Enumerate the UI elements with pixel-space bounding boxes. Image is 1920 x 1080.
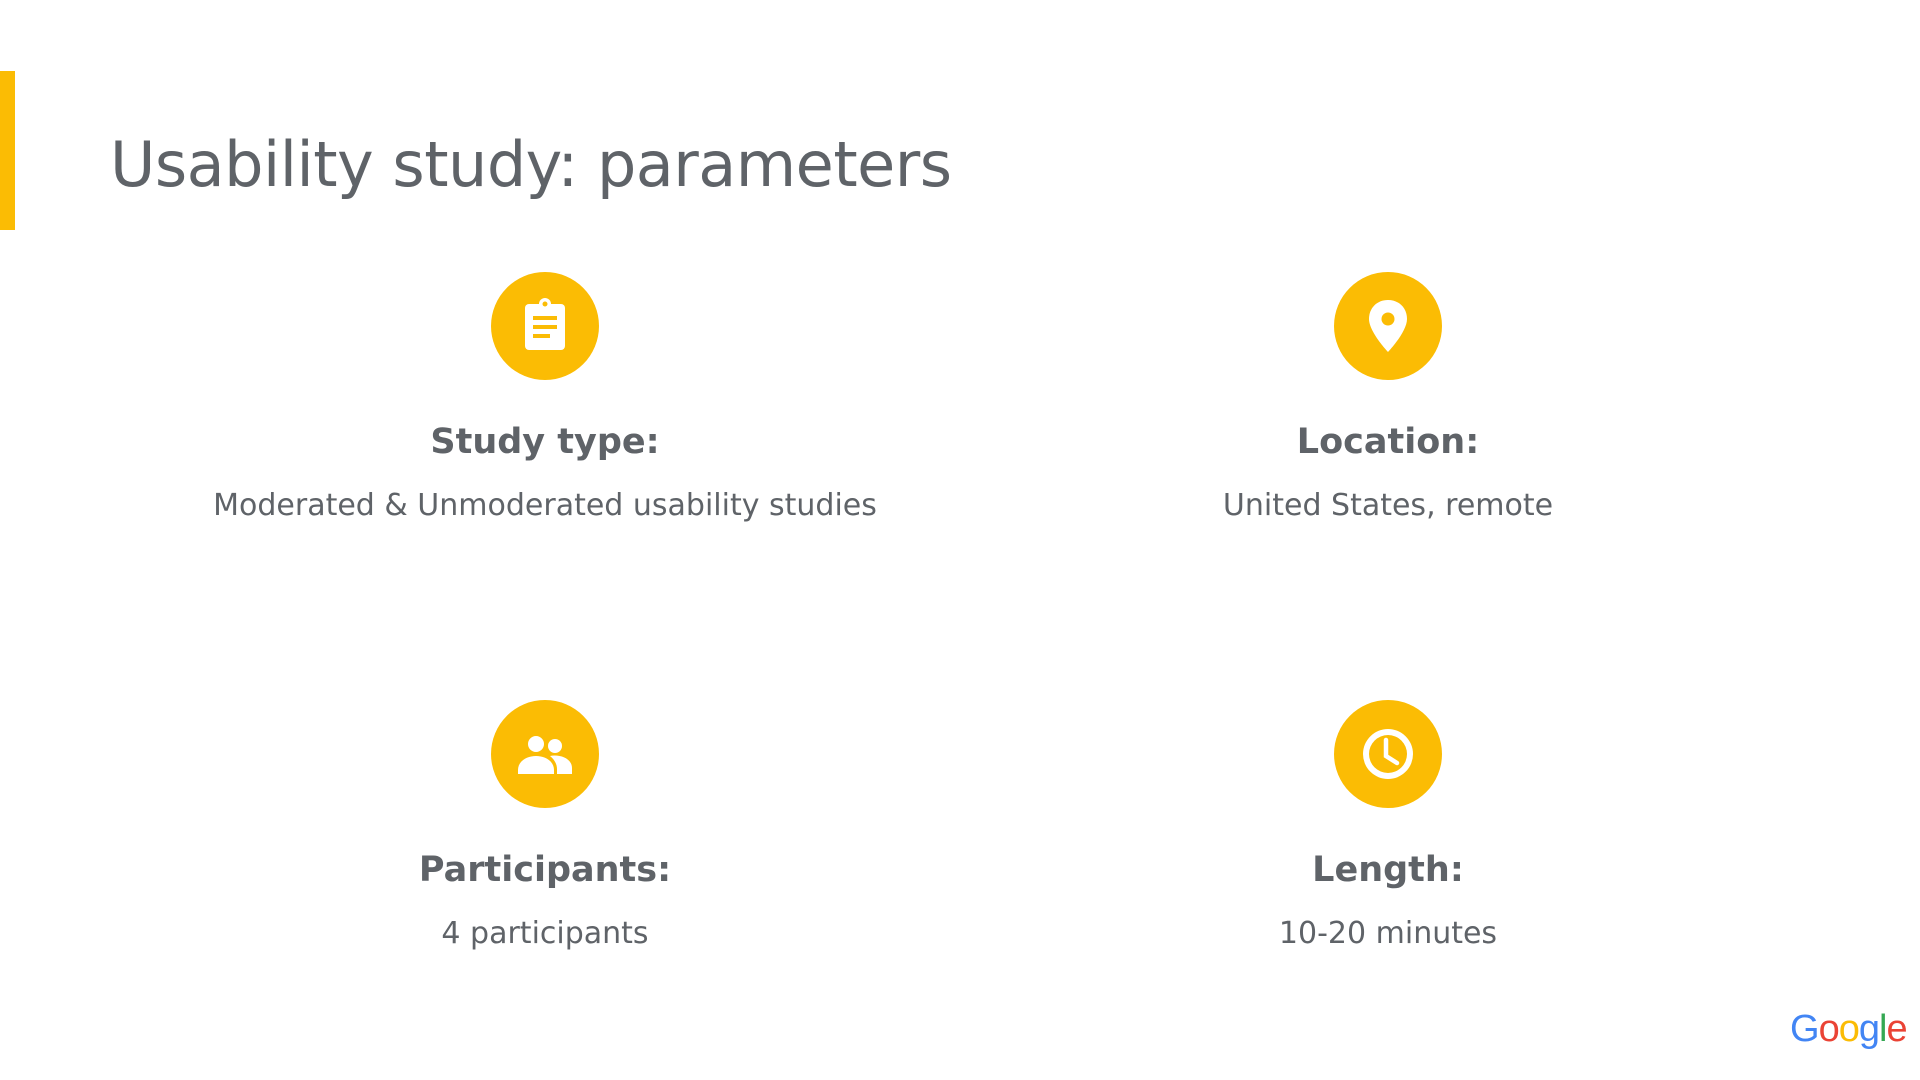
item-heading: Participants: <box>418 850 672 890</box>
people-icon <box>491 700 599 808</box>
length-item: Length: 10-20 minutes <box>988 700 1788 951</box>
logo-letter: o <box>1818 1008 1840 1050</box>
accent-bar <box>0 71 15 230</box>
item-description: 10-20 minutes <box>1278 916 1498 951</box>
logo-letter: l <box>1878 1008 1888 1050</box>
item-heading: Study type: <box>430 422 660 462</box>
logo-letter: G <box>1790 1008 1820 1050</box>
clock-icon <box>1334 700 1442 808</box>
location-item: Location: United States, remote <box>988 272 1788 523</box>
participants-item: Participants: 4 participants <box>145 700 945 951</box>
logo-letter: o <box>1838 1008 1860 1050</box>
slide-title: Usability study: parameters <box>110 128 952 201</box>
logo-letter: g <box>1858 1008 1880 1050</box>
item-description: 4 participants <box>441 916 649 951</box>
item-heading: Length: <box>1312 850 1464 890</box>
clipboard-icon <box>491 272 599 380</box>
item-heading: Location: <box>1296 422 1480 462</box>
logo-letter: e <box>1886 1008 1907 1050</box>
google-logo: Google <box>1790 1008 1908 1051</box>
location-pin-icon <box>1334 272 1442 380</box>
study-type-item: Study type: Moderated & Unmoderated usab… <box>145 272 945 523</box>
item-description: Moderated & Unmoderated usability studie… <box>213 488 877 523</box>
item-description: United States, remote <box>1222 488 1554 523</box>
